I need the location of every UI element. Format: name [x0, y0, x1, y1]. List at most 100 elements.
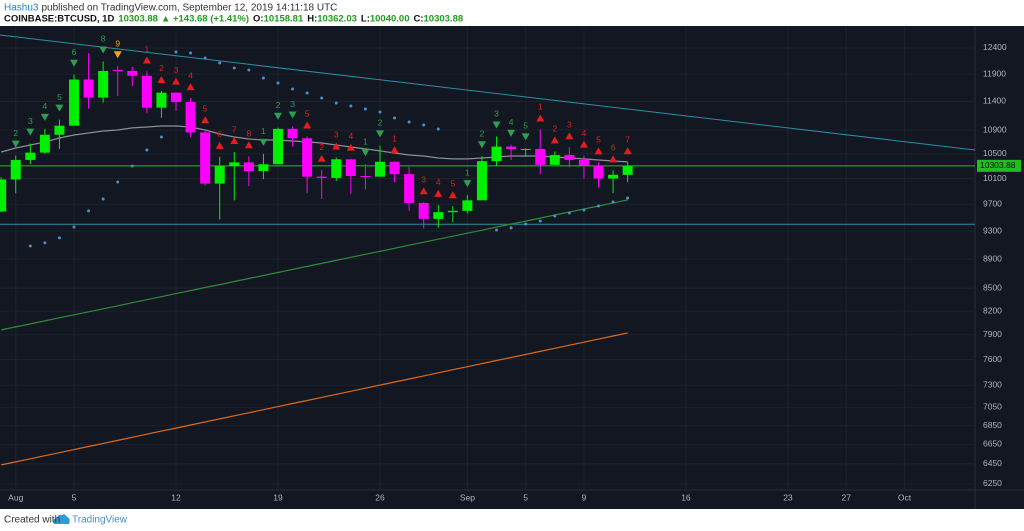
td-triangle [215, 141, 224, 149]
candle-body [316, 176, 327, 178]
td-triangle [11, 140, 20, 148]
x-tick-label: Sep [460, 492, 475, 502]
td-triangle [142, 56, 151, 64]
candle-body [447, 210, 458, 213]
price-label-box [977, 159, 1021, 172]
sar-dot [597, 204, 601, 208]
candle-body [229, 162, 240, 167]
td-count: 2 [378, 118, 383, 128]
candle-body [331, 159, 342, 178]
td-triangle [317, 154, 326, 162]
td-count: 4 [348, 131, 353, 141]
y-tick-label: 11900 [983, 68, 1006, 78]
td-triangle [609, 155, 618, 163]
candle-body [39, 134, 50, 153]
sar-dot [276, 81, 280, 85]
x-tick-label: 23 [783, 492, 793, 502]
td-count: 1 [261, 126, 266, 136]
y-tick-label: 10100 [983, 173, 1007, 183]
td-count: 2 [319, 142, 324, 152]
ohlc-label: L: [361, 14, 370, 25]
candle-body [433, 212, 444, 219]
moving-average [1, 332, 628, 466]
candle-body [389, 161, 400, 175]
candle-body [564, 155, 575, 160]
sar-dot [218, 61, 222, 65]
sar-dot [422, 123, 426, 127]
overlay: 1240011900114001090010500101009700930089… [8, 42, 1021, 502]
candle-body [360, 176, 371, 178]
sar-dot [28, 244, 32, 248]
candle-body [10, 159, 21, 180]
td-count: 7 [625, 134, 630, 144]
td-count: 8 [246, 129, 251, 139]
td-count: 4 [436, 177, 441, 187]
candle-body [243, 162, 254, 172]
candle-body [535, 148, 546, 165]
candle-body [404, 174, 415, 203]
x-tick-label: 27 [841, 492, 851, 502]
td-triangle [70, 59, 79, 67]
sar-dot [189, 51, 193, 55]
td-triangle [157, 75, 166, 83]
td-count: 4 [509, 117, 514, 127]
sar-dot [203, 56, 207, 60]
td-triangle [55, 104, 64, 112]
td-count: 4 [582, 128, 587, 138]
sar-dot [261, 76, 265, 80]
candle-body [593, 165, 604, 179]
y-tick-label: 9300 [983, 225, 1002, 235]
td-triangle [332, 142, 341, 150]
y-tick-label: 10900 [983, 124, 1007, 134]
td-count: 3 [290, 99, 295, 109]
sar-dot [524, 222, 528, 226]
y-tick-label: 7300 [983, 379, 1002, 389]
candle-body [54, 125, 65, 135]
header-bg [0, 0, 1024, 26]
td-triangle [113, 51, 122, 59]
td-triangle [536, 114, 545, 122]
sar-dot [349, 104, 353, 108]
td-triangle [477, 141, 486, 149]
x-tick-label: 16 [681, 492, 691, 502]
candle-body [141, 75, 152, 108]
td-count: 5 [523, 121, 528, 131]
x-tick-label: 5 [72, 492, 77, 502]
sar-dot [57, 236, 61, 240]
candle-body [272, 128, 283, 165]
logo-cloud [53, 514, 70, 524]
sar-dot [247, 68, 251, 72]
y-tick-label: 8500 [983, 283, 1002, 293]
td-triangle [99, 46, 108, 54]
sar-dot [611, 200, 615, 204]
sar-dot [495, 228, 499, 232]
td-count: 2 [552, 124, 557, 134]
y-tick-label: 8900 [983, 253, 1002, 263]
td-count: 6 [72, 47, 77, 57]
header-price: 10303.88 [118, 14, 158, 25]
td-triangle [419, 187, 428, 195]
sar-dot [159, 135, 163, 139]
td-count: 5 [203, 103, 208, 113]
td-triangle [244, 141, 253, 149]
td-triangle [565, 132, 574, 140]
header-change: ▲ +143.68 (+1.41%) [161, 14, 249, 25]
candle-body [214, 166, 225, 184]
x-tick-label: 9 [582, 492, 587, 502]
td-triangle [288, 111, 297, 119]
td-triangle [259, 138, 268, 146]
sar-dot [145, 148, 149, 152]
td-count: 2 [159, 63, 164, 73]
td-count: 3 [28, 116, 33, 126]
td-triangle [434, 189, 443, 197]
y-tick-label: 6850 [983, 420, 1002, 430]
sar-dot [407, 120, 411, 124]
sar-dot [101, 197, 105, 201]
td-triangle [230, 137, 239, 145]
moving-average [1, 125, 628, 163]
author: Hashu3 [4, 3, 39, 14]
y-tick-label: 7600 [983, 354, 1002, 364]
td-triangle [346, 143, 355, 151]
